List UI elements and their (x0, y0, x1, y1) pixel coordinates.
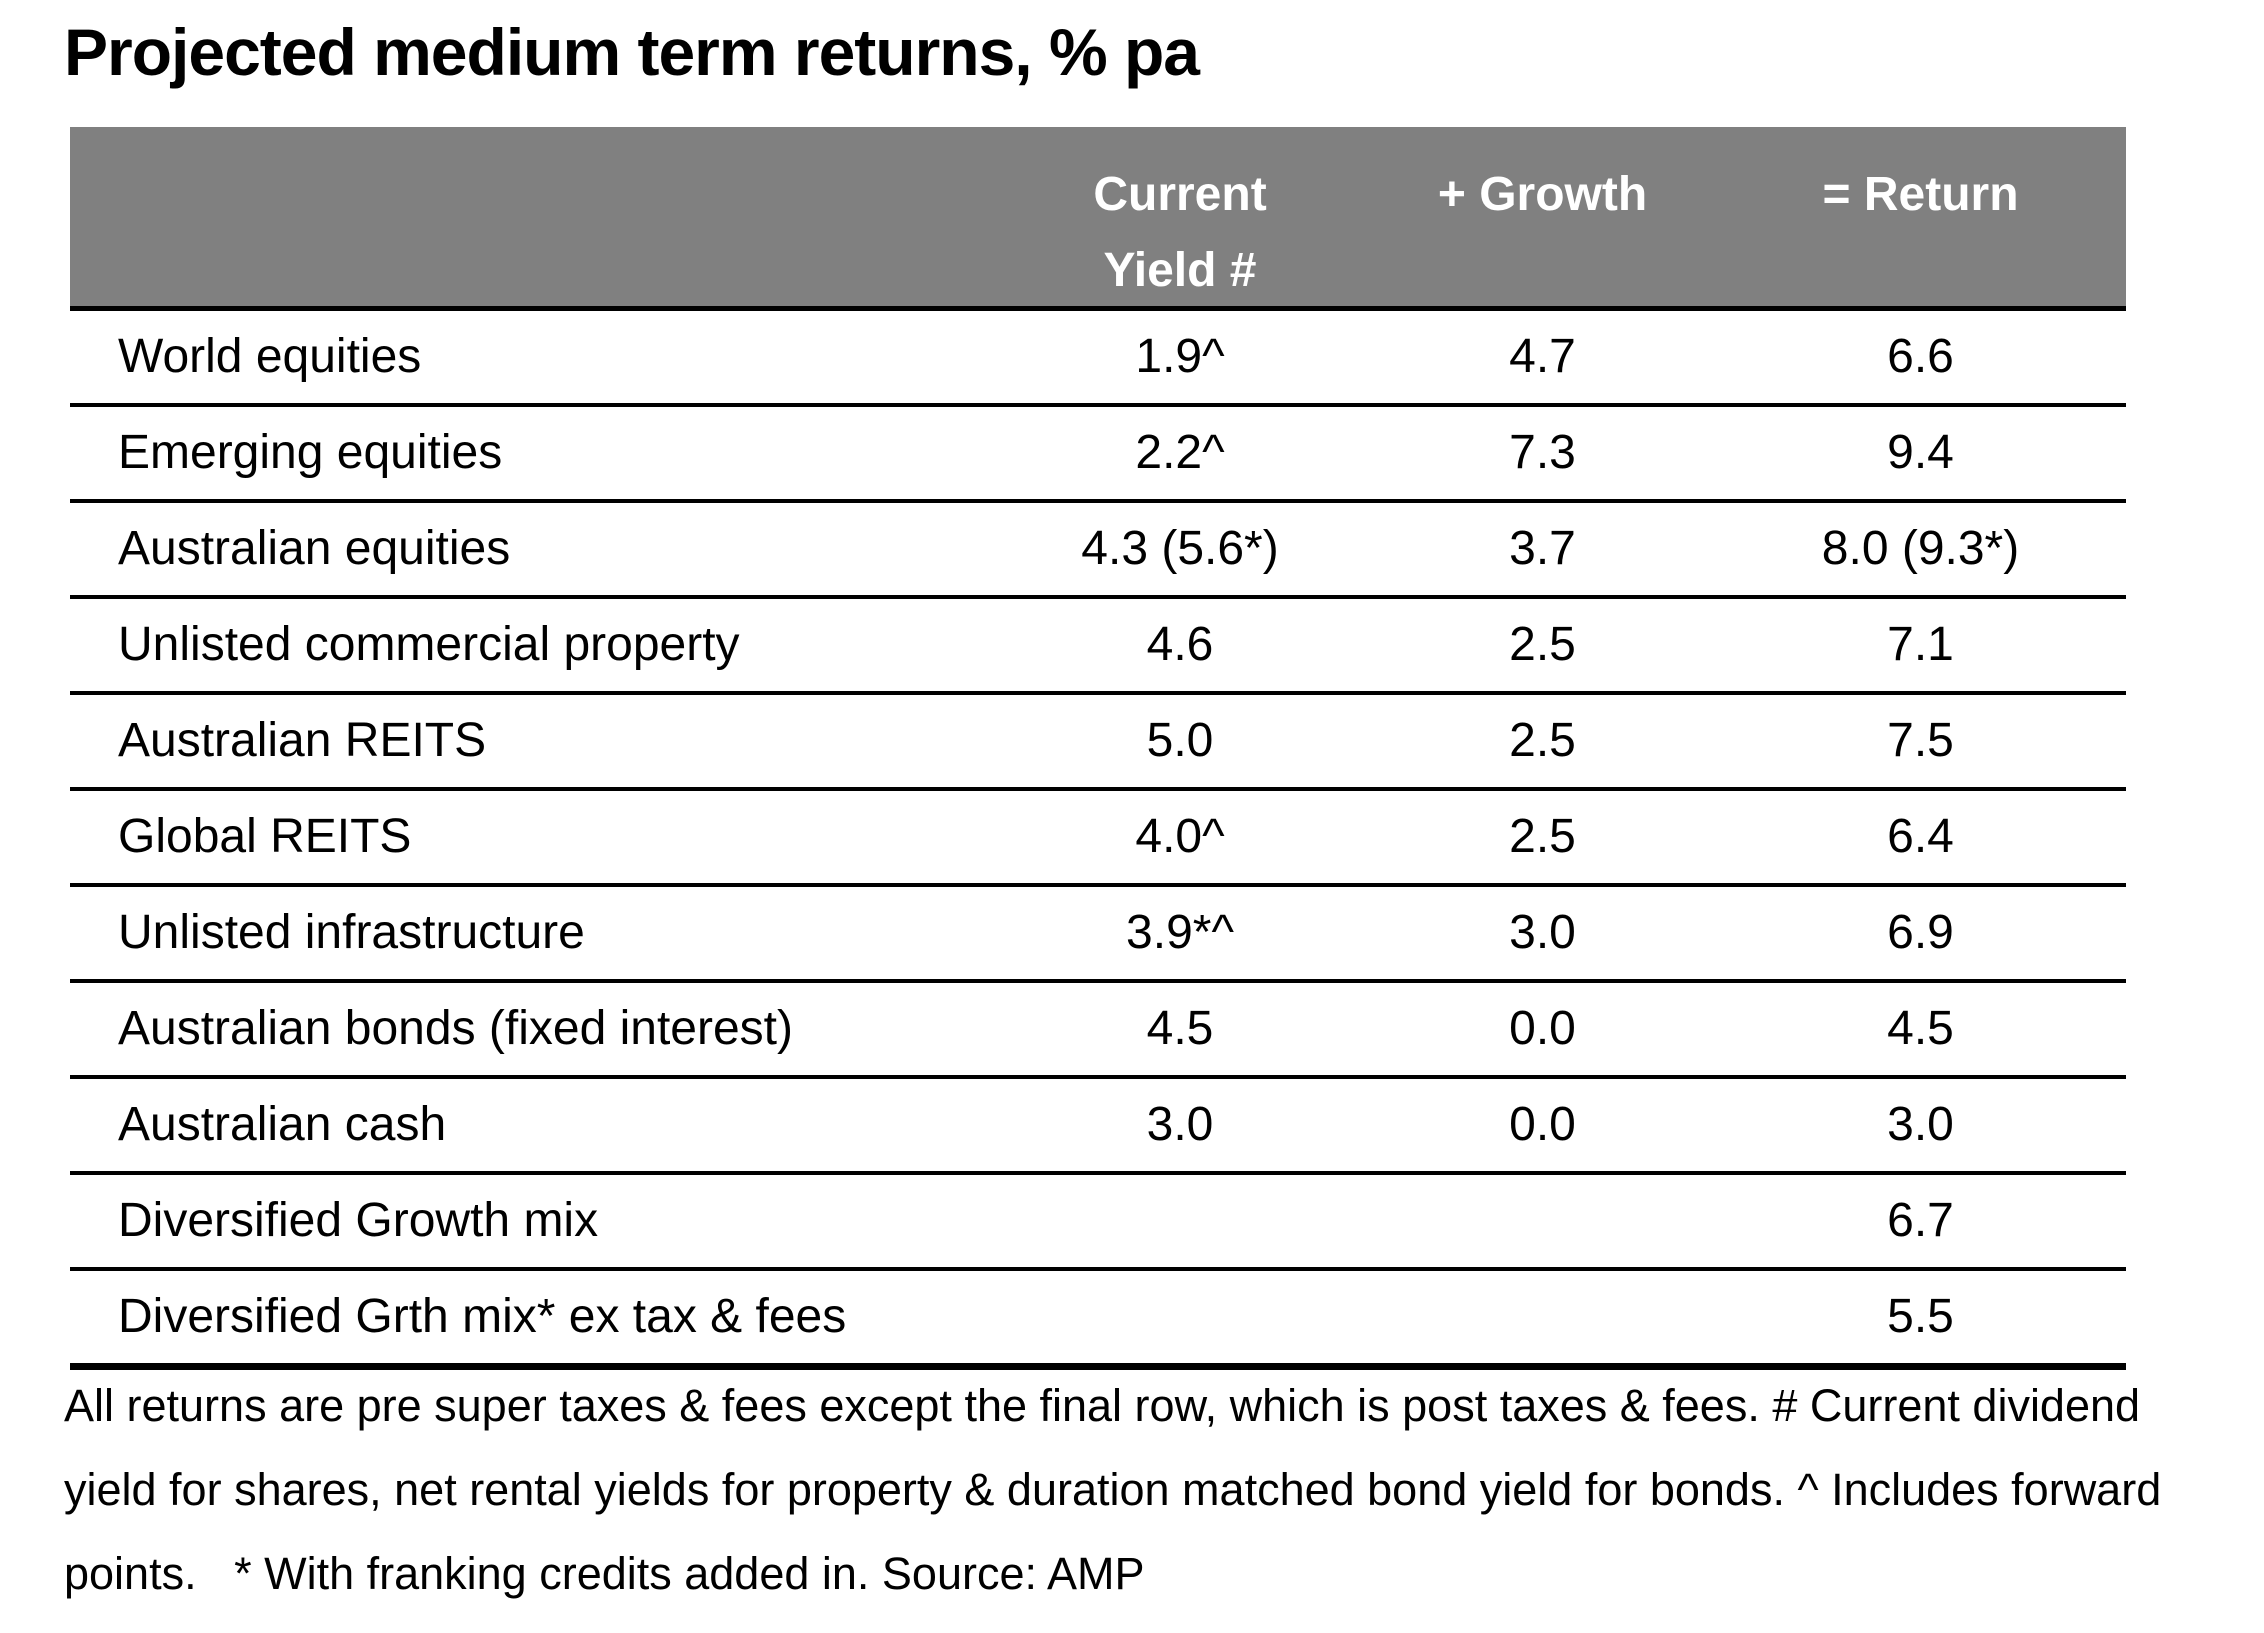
cell-yield: 4.6 (990, 596, 1370, 695)
cell-yield (990, 1172, 1370, 1271)
cell-label: Australian cash (70, 1076, 990, 1175)
cell-label: Unlisted infrastructure (70, 884, 990, 983)
table-row: Emerging equities 2.2^ 7.3 9.4 (70, 404, 2126, 503)
cell-growth: 3.7 (1370, 500, 1715, 599)
cell-yield: 4.5 (990, 980, 1370, 1079)
table-row: Global REITS 4.0^ 2.5 6.4 (70, 788, 2126, 887)
table-row: Australian bonds (fixed interest) 4.5 0.0 4… (70, 980, 2126, 1079)
footnote: All returns are pre super taxes & fees e… (64, 1380, 2174, 1599)
cell-return: 8.0 (9.3*) (1715, 500, 2126, 599)
table-row: Australian REITS 5.0 2.5 7.5 (70, 692, 2126, 791)
table-row: World equities 1.9^ 4.7 6.6 (70, 308, 2126, 407)
page-title: Projected medium term returns, % pa (64, 15, 1200, 89)
cell-yield (990, 1268, 1370, 1370)
header-cell-empty (70, 127, 990, 311)
header-growth-label: + Growth (1437, 168, 1648, 221)
table-row: Diversified Grth mix* ex tax & fees 5.5 (70, 1268, 2126, 1370)
cell-yield: 4.0^ (990, 788, 1370, 887)
header-return-label: = Return (1822, 168, 2019, 221)
cell-return: 6.4 (1715, 788, 2126, 887)
cell-yield: 2.2^ (990, 404, 1370, 503)
cell-label: Australian REITS (70, 692, 990, 791)
cell-label: Emerging equities (70, 404, 990, 503)
header-cell-growth: + Growth (1370, 127, 1715, 311)
cell-label: World equities (70, 308, 990, 407)
cell-label: Australian bonds (fixed interest) (70, 980, 990, 1079)
cell-label: Diversified Grth mix* ex tax & fees (70, 1268, 990, 1370)
header-row: Current Yield # + Growth = Return (70, 127, 2126, 311)
cell-label: Global REITS (70, 788, 990, 887)
cell-yield: 3.9*^ (990, 884, 1370, 983)
cell-growth (1370, 1172, 1715, 1271)
cell-growth (1370, 1268, 1715, 1370)
cell-return: 4.5 (1715, 980, 2126, 1079)
cell-return: 6.6 (1715, 308, 2126, 407)
returns-table: Current Yield # + Growth = Return World … (70, 127, 2126, 1370)
cell-yield: 4.3 (5.6*) (990, 500, 1370, 599)
table-row: Australian equities 4.3 (5.6*) 3.7 8.0 (9.3… (70, 500, 2126, 599)
cell-yield: 1.9^ (990, 308, 1370, 407)
cell-growth: 0.0 (1370, 1076, 1715, 1175)
cell-yield: 3.0 (990, 1076, 1370, 1175)
cell-return: 7.5 (1715, 692, 2126, 791)
cell-label: Australian equities (70, 500, 990, 599)
cell-growth: 2.5 (1370, 596, 1715, 695)
cell-yield: 5.0 (990, 692, 1370, 791)
cell-return: 3.0 (1715, 1076, 2126, 1175)
table-row: Unlisted commercial property 4.6 2.5 7.1 (70, 596, 2126, 695)
table-body: World equities 1.9^ 4.7 6.6 Emerging equitie… (70, 308, 2126, 1370)
cell-label: Diversified Growth mix (70, 1172, 990, 1271)
header-cell-return: = Return (1715, 127, 2126, 311)
header-current-label: Current (1093, 168, 1267, 221)
header-yield-label: Yield # (1103, 244, 1257, 297)
cell-growth: 2.5 (1370, 692, 1715, 791)
cell-return: 6.9 (1715, 884, 2126, 983)
table-row: Diversified Growth mix 6.7 (70, 1172, 2126, 1271)
cell-growth: 0.0 (1370, 980, 1715, 1079)
cell-return: 9.4 (1715, 404, 2126, 503)
cell-growth: 7.3 (1370, 404, 1715, 503)
cell-label: Unlisted commercial property (70, 596, 990, 695)
cell-return: 5.5 (1715, 1268, 2126, 1370)
header-cell-current-yield: Current Yield # (990, 127, 1370, 311)
table-header: Current Yield # + Growth = Return (70, 127, 2126, 311)
cell-growth: 4.7 (1370, 308, 1715, 407)
cell-growth: 3.0 (1370, 884, 1715, 983)
cell-return: 7.1 (1715, 596, 2126, 695)
cell-return: 6.7 (1715, 1172, 2126, 1271)
table-row: Australian cash 3.0 0.0 3.0 (70, 1076, 2126, 1175)
table-row: Unlisted infrastructure 3.9*^ 3.0 6.9 (70, 884, 2126, 983)
cell-growth: 2.5 (1370, 788, 1715, 887)
